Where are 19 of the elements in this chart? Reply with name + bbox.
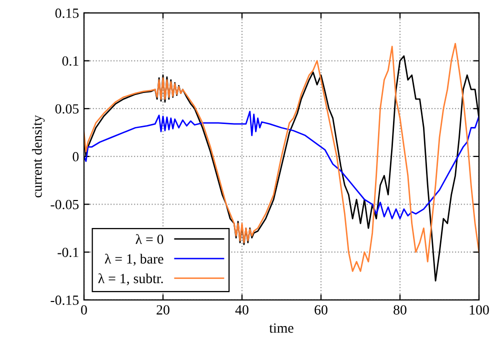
legend-label: λ = 1, bare <box>104 254 164 266</box>
y-tick-label: -0.1 <box>58 248 78 258</box>
legend-label: λ = 1, subtr. <box>98 273 163 286</box>
x-tick-label: 0 <box>81 305 87 315</box>
x-tick-label: 80 <box>394 305 406 315</box>
y-tick-label: 0.05 <box>55 104 79 114</box>
legend-label: λ = 0 <box>136 234 164 244</box>
y-tick-label: 0.1 <box>62 56 78 66</box>
x-tick-label: 60 <box>314 305 328 315</box>
y-tick-label: 0 <box>72 152 79 162</box>
x-axis-title: time <box>269 323 294 333</box>
y-tick-label: -0.05 <box>50 200 79 210</box>
y-axis-title: current density <box>32 115 45 198</box>
y-tick-label: -0.15 <box>50 296 79 305</box>
x-tick-label: 100 <box>470 305 489 315</box>
line-series <box>84 110 479 220</box>
y-tick-label: 0.15 <box>55 8 79 18</box>
x-tick-label: 20 <box>156 305 170 315</box>
x-tick-label: 40 <box>235 305 248 315</box>
